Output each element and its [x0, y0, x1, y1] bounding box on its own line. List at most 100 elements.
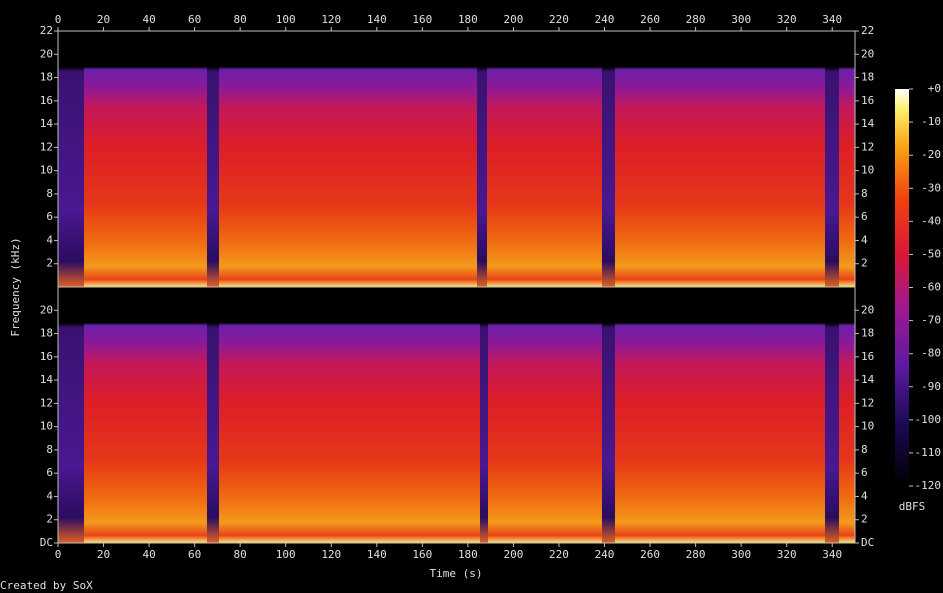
y-tick-label: 20 [40, 47, 53, 60]
x-tick-label: 100 [276, 13, 296, 26]
y-tick-label: 16 [861, 350, 874, 363]
x-tick-label: 300 [731, 548, 751, 561]
x-tick-label: 340 [822, 548, 842, 561]
y-tick-label: 14 [861, 373, 875, 386]
y-tick-label: 16 [40, 94, 53, 107]
y-tick-label: DC [861, 536, 874, 549]
spectrogram-image [58, 31, 855, 543]
y-tick-label: 8 [861, 443, 868, 456]
y-tick-label: 8 [46, 187, 53, 200]
colorbar-tick-label: -20 [921, 148, 941, 161]
y-tick-label: 22 [40, 24, 53, 37]
y-tick-label: 8 [46, 443, 53, 456]
y-tick-label: 8 [861, 187, 868, 200]
x-tick-label: 200 [503, 548, 523, 561]
y-tick-label: 6 [861, 466, 868, 479]
colorbar-tick-label: -30 [921, 181, 941, 194]
x-tick-label: 120 [321, 13, 341, 26]
x-tick-label: 20 [97, 548, 110, 561]
y-axis-label: Frequency (kHz) [9, 237, 22, 336]
x-tick-label: 100 [276, 548, 296, 561]
y-tick-label: 2 [46, 257, 53, 270]
x-tick-label: 80 [234, 548, 247, 561]
x-tick-label: 0 [55, 548, 62, 561]
colorbar-tick-label: -10 [921, 115, 941, 128]
x-tick-label: 160 [412, 13, 432, 26]
y-tick-label: 18 [40, 327, 53, 340]
x-tick-label: 260 [640, 548, 660, 561]
colorbar-tick-label: +0 [928, 82, 941, 95]
x-tick-label: 120 [321, 548, 341, 561]
x-tick-label: 220 [549, 13, 569, 26]
y-tick-label: 18 [861, 71, 874, 84]
x-tick-label: 240 [595, 13, 615, 26]
x-tick-label: 140 [367, 13, 387, 26]
x-axis-label: Time (s) [430, 567, 483, 580]
x-tick-label: 300 [731, 13, 751, 26]
colorbar-tick-label: -50 [921, 247, 941, 260]
y-tick-label: 22 [861, 24, 874, 37]
y-tick-label: 10 [40, 164, 53, 177]
y-tick-label: 2 [46, 513, 53, 526]
colorbar-label: dBFS [899, 500, 926, 513]
y-tick-label: 14 [40, 117, 54, 130]
y-tick-label: 12 [40, 140, 53, 153]
y-tick-label: 6 [46, 466, 53, 479]
y-tick-label: 2 [861, 257, 868, 270]
y-tick-label: 2 [861, 513, 868, 526]
x-tick-label: 40 [142, 548, 155, 561]
y-tick-label: 6 [861, 210, 868, 223]
y-tick-label: 16 [40, 350, 53, 363]
colorbar-tick-label: -40 [921, 214, 941, 227]
colorbar-tick-label: -90 [921, 380, 941, 393]
y-tick-label: 20 [861, 303, 874, 316]
y-tick-label: 18 [40, 71, 53, 84]
y-tick-label: 4 [46, 233, 53, 246]
colorbar-tick-label: -100 [915, 413, 942, 426]
y-tick-label: 10 [861, 164, 874, 177]
y-tick-label: 4 [861, 233, 868, 246]
y-tick-label: 6 [46, 210, 53, 223]
y-tick-label: 10 [861, 420, 874, 433]
x-tick-label: 180 [458, 13, 478, 26]
y-tick-label: DC [40, 536, 53, 549]
colorbar-tick-label: -120 [915, 479, 942, 492]
colorbar-tick-label: -80 [921, 347, 941, 360]
x-tick-label: 260 [640, 13, 660, 26]
y-tick-label: 12 [40, 396, 53, 409]
x-tick-label: 280 [686, 13, 706, 26]
x-tick-label: 320 [777, 13, 797, 26]
x-tick-label: 40 [142, 13, 155, 26]
x-tick-label: 80 [234, 13, 247, 26]
x-tick-label: 220 [549, 548, 569, 561]
colorbar [895, 89, 909, 486]
x-tick-label: 200 [503, 13, 523, 26]
y-tick-label: 4 [861, 489, 868, 502]
x-tick-label: 240 [595, 548, 615, 561]
x-tick-label: 340 [822, 13, 842, 26]
y-tick-label: 14 [40, 373, 54, 386]
y-tick-label: 18 [861, 327, 874, 340]
x-tick-label: 60 [188, 548, 201, 561]
x-tick-label: 140 [367, 548, 387, 561]
x-tick-label: 0 [55, 13, 62, 26]
y-tick-label: 12 [861, 396, 874, 409]
footer: Created by SoX [0, 579, 93, 592]
y-tick-label: 20 [861, 47, 874, 60]
y-tick-label: 4 [46, 489, 53, 502]
x-tick-label: 20 [97, 13, 110, 26]
colorbar-tick-label: -60 [921, 281, 941, 294]
y-tick-label: 10 [40, 420, 53, 433]
colorbar-tick-label: -70 [921, 314, 941, 327]
colorbar-tick-label: -110 [915, 446, 942, 459]
y-tick-label: 14 [861, 117, 875, 130]
x-tick-label: 280 [686, 548, 706, 561]
y-tick-label: 20 [40, 303, 53, 316]
y-tick-label: 12 [861, 140, 874, 153]
x-tick-label: 60 [188, 13, 201, 26]
x-tick-label: 180 [458, 548, 478, 561]
y-tick-label: 16 [861, 94, 874, 107]
x-tick-label: 160 [412, 548, 432, 561]
